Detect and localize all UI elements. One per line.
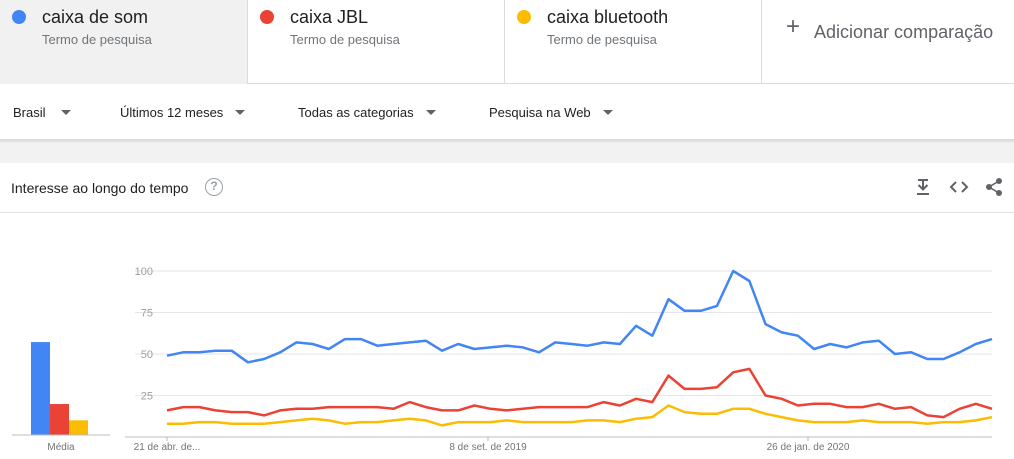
card-header: Interesse ao longo do tempo ? xyxy=(0,163,1014,213)
x-tick-label: 8 de set. de 2019 xyxy=(449,442,527,453)
term-caixa-de-som[interactable]: caixa de som Termo de pesquisa xyxy=(0,0,248,84)
search-type-label: Pesquisa na Web xyxy=(489,105,591,120)
chevron-down-icon xyxy=(602,110,613,115)
chevron-down-icon xyxy=(60,110,71,115)
averages-bars: Média xyxy=(12,342,110,453)
x-tick-label: 21 de abr. de... xyxy=(134,442,201,453)
period-label: Últimos 12 meses xyxy=(120,105,224,120)
embed-icon[interactable] xyxy=(949,177,969,202)
interest-chart[interactable]: Média 25 50 75 100 21 de abr. de... 8 de set… xyxy=(0,213,1014,459)
series-line xyxy=(167,404,993,427)
share-icon[interactable] xyxy=(985,177,1003,202)
y-tick-label: 75 xyxy=(141,308,153,320)
term-color-dot-yellow xyxy=(517,10,531,24)
average-bar xyxy=(50,404,69,435)
chevron-down-icon xyxy=(235,110,246,115)
term-name: caixa de som xyxy=(42,7,149,27)
y-tick-label: 50 xyxy=(141,349,153,361)
series-line xyxy=(166,367,993,419)
download-icon[interactable] xyxy=(914,177,932,202)
region-label: Brasil xyxy=(13,105,46,120)
interest-over-time-card: Interesse ao longo do tempo ? Média 25 50… xyxy=(0,163,1014,459)
chart-lines xyxy=(166,269,993,427)
term-color-dot-blue xyxy=(12,10,26,24)
x-tick-label: 26 de jan. de 2020 xyxy=(767,442,850,453)
period-dropdown[interactable]: Últimos 12 meses xyxy=(120,105,246,120)
term-color-dot-red xyxy=(260,10,274,24)
term-caixa-jbl[interactable]: caixa JBL Termo de pesquisa xyxy=(248,0,505,84)
category-dropdown[interactable]: Todas as categorias xyxy=(298,105,436,120)
y-tick-label: 100 xyxy=(135,266,153,278)
card-title: Interesse ao longo do tempo xyxy=(11,180,189,196)
term-type: Termo de pesquisa xyxy=(290,32,400,47)
term-type: Termo de pesquisa xyxy=(42,32,152,47)
add-comparison-button[interactable]: + Adicionar comparação xyxy=(762,0,1014,83)
y-tick-label: 25 xyxy=(141,391,153,403)
series-line xyxy=(166,269,993,364)
x-axis-ticks: 21 de abr. de... 8 de set. de 2019 26 de j… xyxy=(134,437,850,453)
add-comparison-label: Adicionar comparação xyxy=(814,22,994,42)
category-label: Todas as categorias xyxy=(298,105,414,120)
region-dropdown[interactable]: Brasil xyxy=(13,105,71,120)
chevron-down-icon xyxy=(425,110,436,115)
chart-grid: 25 50 75 100 xyxy=(125,266,992,438)
term-name: caixa JBL xyxy=(290,7,369,27)
filters-bar: Brasil Últimos 12 meses Todas as categor… xyxy=(0,84,1014,141)
term-type: Termo de pesquisa xyxy=(547,32,657,47)
averages-label: Média xyxy=(47,442,75,453)
term-name: caixa bluetooth xyxy=(547,7,669,27)
term-caixa-bluetooth[interactable]: caixa bluetooth Termo de pesquisa xyxy=(505,0,762,84)
search-terms-bar: caixa de som Termo de pesquisa caixa JBL… xyxy=(0,0,1014,84)
help-icon[interactable]: ? xyxy=(205,178,223,196)
search-type-dropdown[interactable]: Pesquisa na Web xyxy=(489,105,613,120)
plus-icon: + xyxy=(786,13,801,40)
average-bar xyxy=(69,420,88,435)
average-bar xyxy=(31,342,50,435)
